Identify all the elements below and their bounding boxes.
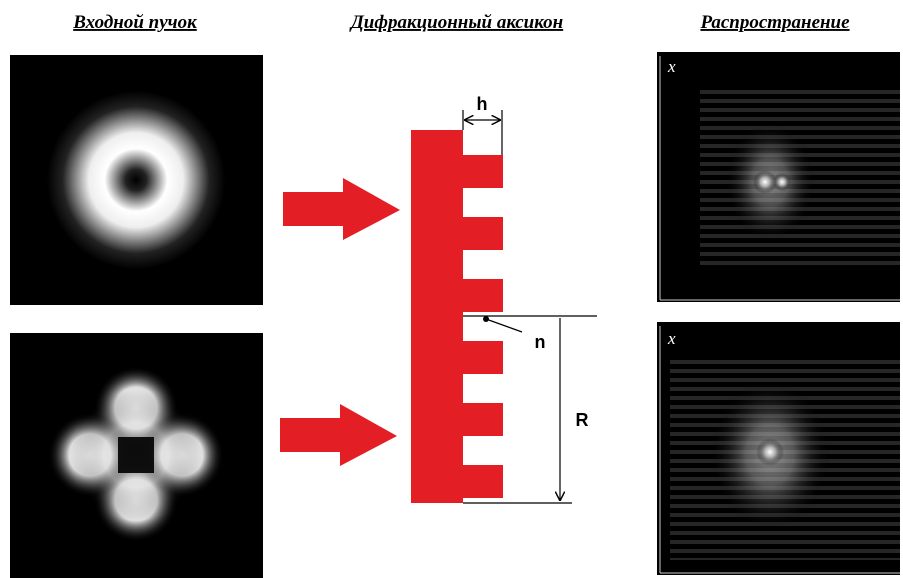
label-r: R xyxy=(576,410,589,430)
axis-label: x xyxy=(667,57,676,76)
arrow xyxy=(283,178,400,240)
diagram: Входной пучок Дифракционный аксикон Расп… xyxy=(0,0,903,578)
propagation-2 xyxy=(657,322,900,575)
header: Дифракционный аксикон xyxy=(349,12,563,33)
label-n: n xyxy=(535,332,546,352)
axis-label: x xyxy=(667,329,676,348)
point xyxy=(483,316,489,322)
donut-beam xyxy=(31,75,241,285)
header: Распространение xyxy=(699,12,850,33)
arrow xyxy=(280,404,397,466)
propagation-1 xyxy=(657,52,900,302)
header: Входной пучок xyxy=(72,12,198,33)
label-h: h xyxy=(477,94,488,114)
